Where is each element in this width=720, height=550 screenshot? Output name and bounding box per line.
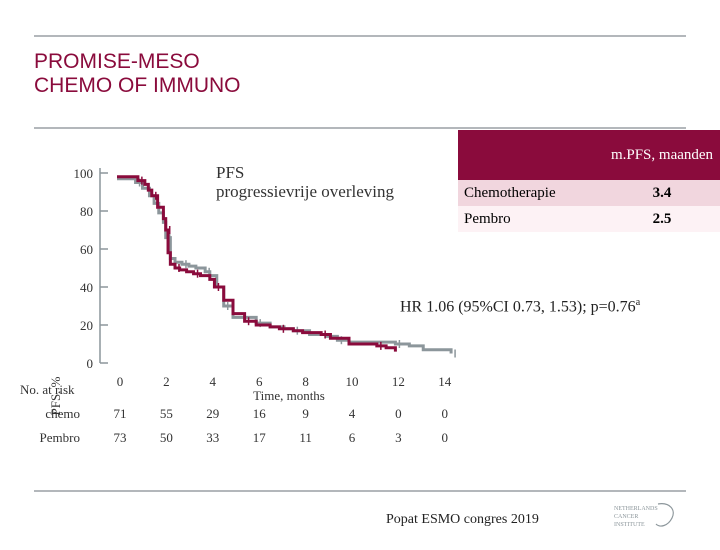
risk-cell: 3: [395, 430, 402, 445]
title-line-1: PROMISE-MESO: [34, 50, 200, 73]
risk-row-label: chemo: [45, 406, 80, 421]
logo-text-1: NETHERLANDS: [614, 506, 658, 512]
risk-cell: 16: [253, 406, 267, 421]
risk-cell: 73: [114, 430, 127, 445]
x-tick-label: 8: [302, 374, 309, 389]
y-tick-label: 0: [87, 356, 94, 371]
risk-cell: 0: [395, 406, 402, 421]
y-tick-label: 100: [74, 166, 94, 181]
x-tick-label: 10: [346, 374, 359, 389]
risk-cell: 17: [253, 430, 267, 445]
risk-cell: 50: [160, 430, 173, 445]
mpfs-table: m.PFS, maanden Chemotherapie 3.4 Pembro …: [458, 130, 720, 232]
table-row-label: Chemotherapie: [458, 180, 604, 206]
risk-cell: 6: [349, 430, 356, 445]
table-row-label: Pembro: [458, 206, 604, 232]
page-title: PROMISE-MESO CHEMO OF IMMUNO: [34, 50, 240, 98]
x-tick-label: 0: [117, 374, 124, 389]
hazard-ratio-main: HR 1.06 (95%CI 0.73, 1.53); p=0.76: [400, 298, 636, 316]
risk-cell: 71: [114, 406, 127, 421]
top-rule: [34, 35, 686, 37]
series-group: [117, 175, 456, 358]
x-tick-label: 2: [163, 374, 170, 389]
risk-cell: 11: [299, 430, 312, 445]
legend-line-2: progressievrije overleving: [216, 182, 394, 201]
risk-cell: 29: [206, 406, 219, 421]
mpfs-table-header-label: m.PFS, maanden: [610, 147, 714, 163]
table-row: Pembro 2.5: [458, 206, 720, 232]
logo-text-2: CANCER: [614, 514, 638, 520]
title-line-2: CHEMO OF IMMUNO: [34, 74, 241, 97]
logo-mark: [655, 503, 674, 527]
x-tick-label: 4: [210, 374, 217, 389]
table-row: Chemotherapie 3.4: [458, 180, 720, 206]
hazard-ratio-footnote: a: [635, 297, 641, 308]
risk-cell: 4: [349, 406, 356, 421]
title-divider: [34, 127, 686, 129]
risk-cell: 0: [442, 406, 449, 421]
mpfs-table-header-empty: [458, 130, 604, 180]
hazard-ratio-text: HR 1.06 (95%CI 0.73, 1.53); p=0.76a: [400, 297, 640, 316]
bottom-rule: [34, 490, 686, 492]
x-tick-label: 12: [392, 374, 405, 389]
y-ticks: 0 20 40 60 80 100: [74, 166, 108, 371]
x-axis-label: Time, months: [253, 388, 325, 403]
x-tick-label: 6: [256, 374, 263, 389]
series-line-chemo: [117, 175, 397, 352]
risk-table: chemo 71 55 29 16 9 4 0 0 Pembro 73 50 33 17 11 6 3 0: [40, 406, 449, 445]
table-row-value: 3.4: [604, 180, 720, 206]
mpfs-table-header: m.PFS, maanden: [458, 130, 720, 180]
logo-text-3: INSTITUTE: [614, 522, 645, 528]
y-tick-label: 40: [80, 280, 93, 295]
y-axis-label: PFS, %: [48, 376, 63, 415]
risk-header: No. at risk: [20, 382, 75, 397]
x-ticks: 0 2 4 6 8 10 12 14: [117, 374, 452, 389]
risk-cell: 0: [442, 430, 449, 445]
y-tick-label: 80: [80, 204, 93, 219]
risk-row-label: Pembro: [40, 430, 80, 445]
table-row-value: 2.5: [604, 206, 720, 232]
nki-logo: NETHERLANDS CANCER INSTITUTE: [614, 503, 674, 528]
risk-cell: 9: [302, 406, 309, 421]
risk-cell: 55: [160, 406, 173, 421]
citation: Popat ESMO congres 2019: [386, 512, 539, 527]
risk-cell: 33: [206, 430, 219, 445]
y-tick-label: 60: [80, 242, 93, 257]
legend-line-1: PFS: [216, 163, 244, 182]
x-tick-label: 14: [438, 374, 452, 389]
y-tick-label: 20: [80, 318, 93, 333]
